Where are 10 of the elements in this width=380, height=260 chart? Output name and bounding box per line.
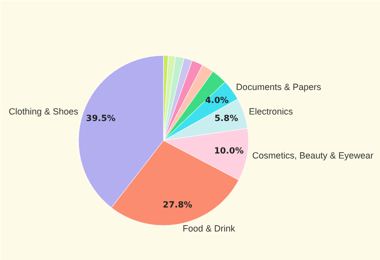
data-label: 4.0% — [205, 96, 230, 106]
slice-label: Food & Drink — [182, 224, 236, 234]
data-label: 10.0% — [214, 146, 244, 157]
data-label: 5.8% — [214, 114, 239, 124]
slice-label: Clothing & Shoes — [8, 106, 79, 116]
slice-label: Electronics — [248, 106, 294, 117]
data-label: 27.8% — [162, 200, 193, 210]
data-label: 39.5% — [86, 114, 116, 124]
slice-label: Documents & Papers — [236, 82, 322, 92]
slice-label: Cosmetics, Beauty & Eyewear — [252, 150, 374, 161]
